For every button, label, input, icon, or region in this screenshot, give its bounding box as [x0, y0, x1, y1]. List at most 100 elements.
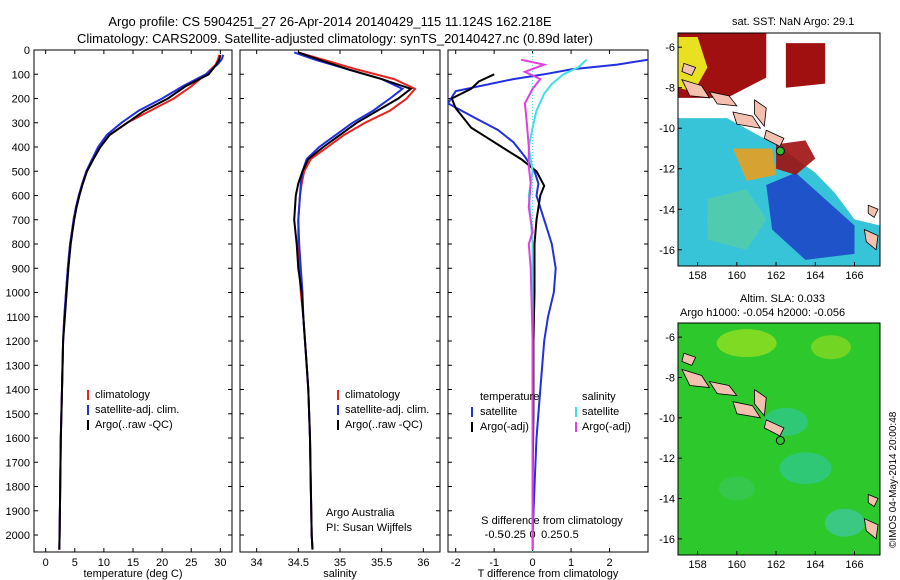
series-line-argo-raw-qc-: [58, 54, 222, 550]
map-lon-label: 164: [806, 270, 824, 282]
series-line-argo-raw-qc-: [293, 51, 413, 550]
sla-map-title-line2: Argo h1000: -0.054 h2000: -0.056: [680, 307, 845, 319]
x-tick-label: 20: [156, 557, 168, 569]
depth-tick-label: 600: [12, 191, 30, 203]
island-shape: [867, 204, 879, 218]
sst-map-title: sat. SST: NaN Argo: 29.1: [732, 16, 854, 28]
legend-title: temperature: [480, 391, 539, 403]
map-lat-label: -16: [659, 534, 675, 546]
legend-entry: Argo(..raw -QC): [95, 419, 173, 431]
depth-tick-label: 1000: [6, 288, 30, 300]
map-lat-label: -8: [665, 372, 675, 384]
sla-anomaly-blob: [824, 508, 865, 537]
x-tick-label: 25: [185, 557, 197, 569]
depth-tick-label: 1900: [6, 506, 30, 518]
plot-frame: [33, 49, 233, 553]
plot-frame: [239, 49, 441, 553]
argo-float-marker: [775, 146, 785, 156]
legend-entry: satellite: [582, 406, 619, 418]
map-lon-label: 158: [688, 559, 706, 571]
x-tick-label: 0: [43, 557, 49, 569]
x-axis-label: T difference from climatology: [478, 568, 619, 580]
map-lon-label: 166: [845, 270, 863, 282]
legend-entry: Argo(-adj): [480, 421, 529, 433]
x-tick-label: 35: [334, 557, 346, 569]
series-line-climatology: [297, 51, 417, 550]
depth-tick-label: 2000: [6, 530, 30, 542]
map-lat-label: -6: [665, 42, 675, 54]
depth-tick-label: 1500: [6, 409, 30, 421]
sst-orange-patch: [732, 148, 777, 181]
x-tick-label: 34.5: [288, 557, 309, 569]
x-tick-label: 2: [606, 557, 612, 569]
temperature-panel: 0 5 10 15 20 25 30 temperature (deg C) climatolo…: [33, 49, 233, 580]
island-shape: [681, 352, 697, 366]
sla-map-field: [678, 323, 880, 555]
depth-tick-label: 400: [12, 142, 30, 154]
sla-map-title-line1: Altim. SLA: 0.033: [740, 293, 825, 305]
depth-tick-label: 1700: [6, 457, 30, 469]
salinity-tick-label: 0.25: [541, 529, 562, 541]
legend-entry: satellite-adj. clim.: [95, 404, 179, 416]
depth-tick-label: 800: [12, 239, 30, 251]
x-axis-label: temperature (deg C): [83, 568, 182, 580]
island-shape: [863, 518, 879, 540]
depth-tick-label: 500: [12, 166, 30, 178]
map-lon-label: 160: [728, 559, 746, 571]
legend-entry: Argo(..raw -QC): [345, 419, 423, 431]
sla-anomaly-blob: [810, 335, 851, 360]
map-frame: [677, 322, 881, 556]
map-lat-label: -6: [665, 332, 675, 344]
salinity-tick-label: -0.5: [485, 529, 504, 541]
annotation-line: Argo Australia: [326, 507, 395, 519]
legend-entry: satellite-adj. clim.: [345, 404, 429, 416]
salinity-panel: 34 34.5 35 35.5 36 salinity climatology satelli…: [239, 49, 441, 580]
island-shape: [681, 62, 697, 77]
island-shape: [708, 380, 738, 397]
figure-title-line2: Climatology: CARS2009. Satellite-adjuste…: [77, 31, 593, 46]
salinity-diff-label: S difference from climatology: [481, 515, 623, 527]
depth-tick-label: 100: [12, 69, 30, 81]
series-line-climatology: [58, 54, 221, 550]
island-shape: [754, 99, 767, 128]
island-shape: [863, 228, 879, 251]
map-lat-label: -12: [659, 164, 675, 176]
x-tick-label: 36: [417, 557, 429, 569]
map-lat-label: -14: [659, 204, 675, 216]
imos-credit: ©IMOS 04-May-2014 20:00:48: [888, 411, 899, 548]
series-line-satellite-adj-clim-: [58, 54, 225, 550]
island-shape: [763, 419, 785, 437]
map-lat-label: -10: [659, 413, 675, 425]
map-lon-label: 166: [845, 559, 863, 571]
x-tick-label: 1: [568, 557, 574, 569]
depth-tick-label: 1600: [6, 433, 30, 445]
map-lon-label: 162: [767, 270, 785, 282]
map-frame: [677, 32, 881, 267]
sst-map-field: [678, 33, 880, 266]
series-line-s-satellite: [527, 58, 588, 550]
x-tick-label: 5: [72, 557, 78, 569]
map-lon-label: 164: [806, 559, 824, 571]
series-line-t-satellite: [448, 58, 648, 550]
map-lon-label: 162: [767, 559, 785, 571]
depth-tick-label: 1800: [6, 482, 30, 494]
depth-tick-label: 0: [24, 45, 30, 57]
legend-entry: climatology: [95, 389, 151, 401]
map-lon-label: 158: [688, 270, 706, 282]
island-shape: [867, 493, 879, 508]
map-lat-label: -16: [659, 245, 675, 257]
depth-tick-label: 1100: [6, 312, 30, 324]
figure-title-line1: Argo profile: CS 5904251_27 26-Apr-2014 …: [108, 14, 552, 29]
x-tick-label: 15: [127, 557, 139, 569]
x-tick-label: 30: [214, 557, 226, 569]
x-tick-label: -2: [451, 557, 461, 569]
series-line-s-argo-adj-: [520, 58, 548, 550]
x-tick-label: 35.5: [371, 557, 392, 569]
sla-anomaly-blob: [718, 476, 755, 501]
annotation-line: PI: Susan Wijffels: [326, 522, 412, 534]
depth-tick-label: 1200: [6, 336, 30, 348]
salinity-tick-label: -0.25: [501, 529, 526, 541]
depth-tick-label: 300: [12, 118, 30, 130]
sst-mid-patch: [707, 189, 767, 250]
